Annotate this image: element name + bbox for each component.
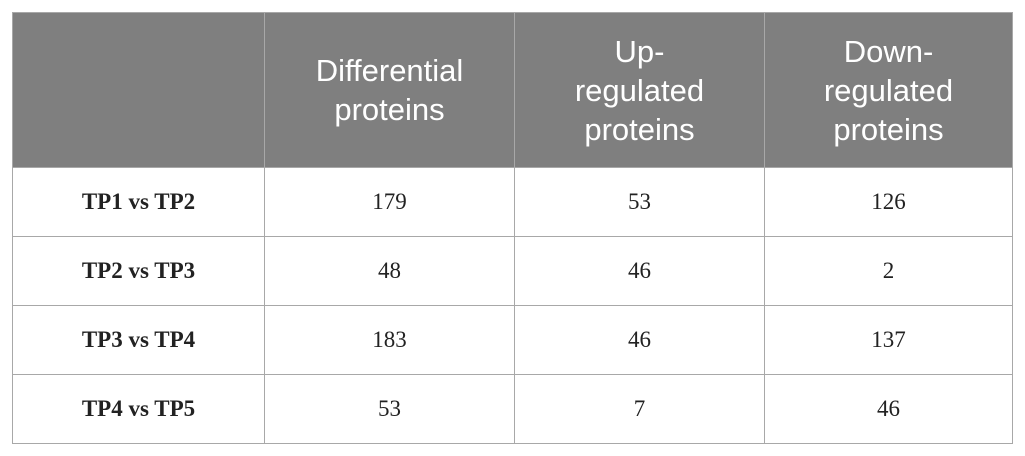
row-label: TP1 vs TP2	[12, 167, 265, 237]
cell: 46	[514, 305, 765, 375]
data-table: Differential proteins Up-regulated protei…	[12, 12, 1013, 444]
header-text: Up-regulated proteins	[574, 33, 705, 147]
cell: 53	[264, 374, 515, 444]
header-cell: Up-regulated proteins	[514, 12, 765, 168]
header-text: Differential proteins	[315, 53, 464, 127]
header-row: Differential proteins Up-regulated protei…	[12, 12, 1013, 168]
header-cell: Differential proteins	[264, 12, 515, 168]
cell: 2	[764, 236, 1013, 306]
table-row: TP3 vs TP4 183 46 137	[12, 305, 1013, 375]
cell: 53	[514, 167, 765, 237]
table-body: TP1 vs TP2 179 53 126 TP2 vs TP3 48 46 2 TP3 vs …	[12, 167, 1013, 444]
cell: 183	[264, 305, 515, 375]
row-label: TP4 vs TP5	[12, 374, 265, 444]
table-row: TP4 vs TP5 53 7 46	[12, 374, 1013, 444]
cell: 126	[764, 167, 1013, 237]
row-label: TP2 vs TP3	[12, 236, 265, 306]
header-text: Down-regulated proteins	[823, 33, 954, 147]
cell: 48	[264, 236, 515, 306]
table-row: TP1 vs TP2 179 53 126	[12, 167, 1013, 237]
row-label: TP3 vs TP4	[12, 305, 265, 375]
cell: 46	[514, 236, 765, 306]
header-cell	[12, 12, 265, 168]
cell: 46	[764, 374, 1013, 444]
cell: 137	[764, 305, 1013, 375]
header-cell: Down-regulated proteins	[764, 12, 1013, 168]
table-row: TP2 vs TP3 48 46 2	[12, 236, 1013, 306]
cell: 7	[514, 374, 765, 444]
cell: 179	[264, 167, 515, 237]
